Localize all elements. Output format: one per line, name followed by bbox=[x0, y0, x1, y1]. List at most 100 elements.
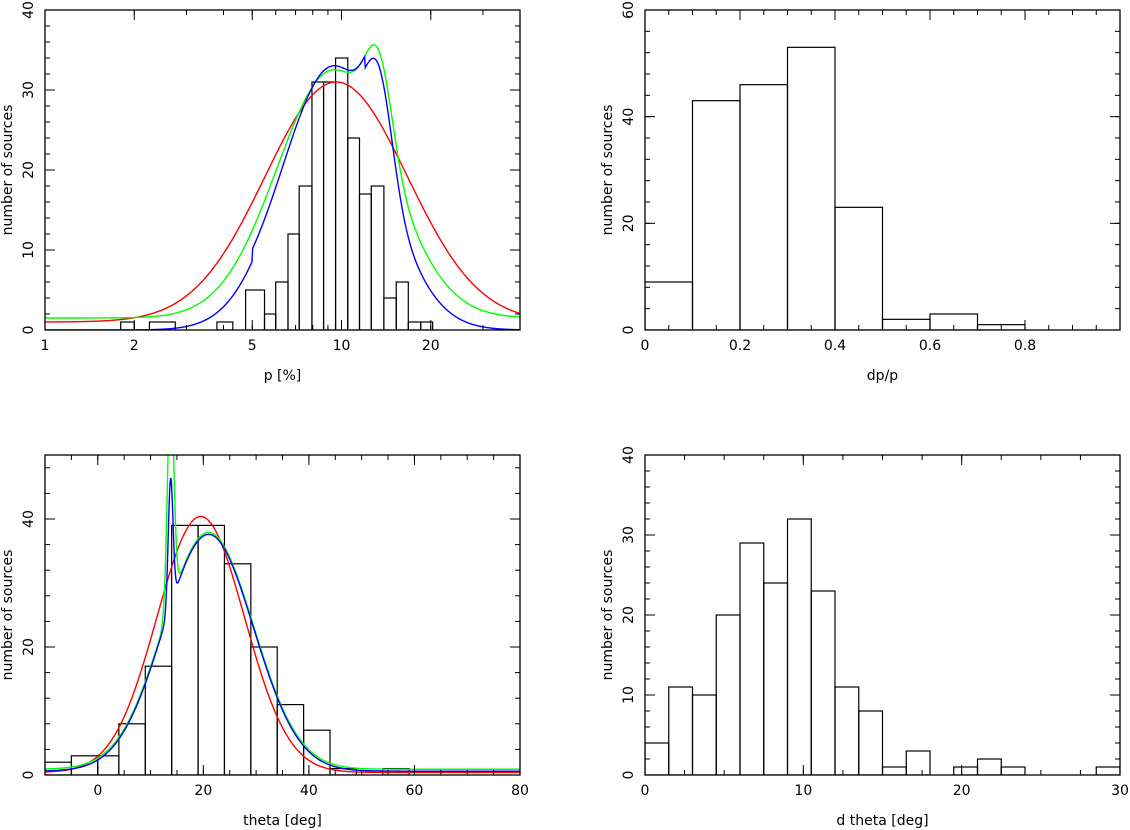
y-axis-label: number of sources bbox=[0, 550, 16, 681]
histogram-bar bbox=[370, 185, 385, 330]
histogram-bar bbox=[420, 321, 434, 330]
histogram-bar bbox=[395, 281, 409, 330]
histogram-bar bbox=[263, 313, 277, 330]
fit-curve bbox=[45, 54, 520, 330]
y-tick-label: 40 bbox=[621, 108, 637, 126]
histogram-bins bbox=[120, 57, 434, 330]
y-tick-label: 30 bbox=[621, 526, 637, 544]
x-tick-label: 2 bbox=[130, 338, 139, 354]
fit-curve bbox=[45, 44, 520, 319]
histogram-bar bbox=[1000, 766, 1026, 775]
y-tick-label: 10 bbox=[621, 686, 637, 704]
histogram-bins bbox=[645, 518, 1120, 775]
histogram-bar bbox=[148, 321, 176, 330]
x-tick-label: 40 bbox=[300, 783, 318, 799]
histogram-bar bbox=[739, 84, 789, 330]
histogram-bar bbox=[407, 321, 422, 330]
histogram-bar bbox=[197, 524, 226, 775]
x-tick-label: 10 bbox=[794, 783, 812, 799]
x-tick-label: 20 bbox=[422, 338, 440, 354]
histogram-bar bbox=[334, 57, 349, 330]
axis-ticks bbox=[44, 9, 521, 331]
histogram-bar bbox=[691, 694, 717, 775]
x-tick-label: 10 bbox=[333, 338, 351, 354]
histogram-bar bbox=[881, 766, 907, 775]
y-tick-label: 40 bbox=[21, 1, 37, 19]
histogram-bar bbox=[1095, 766, 1120, 775]
histogram-bins bbox=[645, 46, 1026, 330]
y-tick-label: 0 bbox=[621, 771, 637, 780]
histogram-bar bbox=[810, 590, 836, 775]
fit-curve bbox=[45, 455, 520, 770]
y-tick-label: 0 bbox=[21, 771, 37, 780]
histogram-bar bbox=[120, 321, 135, 330]
x-tick-label: 0.6 bbox=[919, 338, 941, 354]
histogram-bar bbox=[953, 766, 979, 775]
x-tick-label: 0.4 bbox=[824, 338, 846, 354]
y-tick-label: 60 bbox=[621, 1, 637, 19]
histogram-bar bbox=[834, 206, 884, 330]
x-tick-label: 20 bbox=[194, 783, 212, 799]
y-tick-label: 30 bbox=[21, 81, 37, 99]
fit-curve bbox=[45, 515, 520, 774]
histogram-bar bbox=[303, 729, 331, 775]
histogram-bar bbox=[691, 100, 741, 330]
y-tick-label: 0 bbox=[621, 326, 637, 335]
y-axis-label: number of sources bbox=[600, 550, 616, 681]
histogram-bar bbox=[668, 686, 694, 775]
x-axis-label: d theta [deg] bbox=[836, 813, 928, 829]
histogram-bar bbox=[763, 582, 789, 775]
x-tick-label: 0.2 bbox=[729, 338, 751, 354]
histogram-bar bbox=[250, 646, 278, 775]
y-tick-label: 40 bbox=[621, 446, 637, 464]
x-tick-label: 60 bbox=[406, 783, 424, 799]
histogram-bar bbox=[739, 542, 765, 775]
y-tick-label: 40 bbox=[21, 510, 37, 528]
histogram-bar bbox=[287, 233, 300, 330]
axis-ticks bbox=[644, 9, 1121, 331]
histogram-bar bbox=[216, 321, 234, 330]
x-axis-label: dp/p bbox=[867, 368, 898, 384]
histogram-bar bbox=[786, 46, 836, 330]
y-tick-label: 20 bbox=[21, 161, 37, 179]
x-tick-label: 30 bbox=[1111, 783, 1129, 799]
fit-curves bbox=[45, 455, 520, 774]
histogram-bar bbox=[245, 289, 266, 330]
y-axis-label: number of sources bbox=[600, 105, 616, 236]
histogram-bar bbox=[358, 193, 372, 330]
chart-theta: 0 20 40 60 80 0 20 40 theta [deg] number of sourc… bbox=[0, 454, 529, 829]
x-tick-label: 1 bbox=[41, 338, 50, 354]
x-axis-label: p [%] bbox=[264, 368, 302, 384]
histogram-bar bbox=[858, 710, 884, 775]
chart-dtheta: 0 10 20 30 0 10 20 30 40 d theta [deg] number of s… bbox=[600, 446, 1129, 829]
x-tick-label: 0 bbox=[641, 783, 650, 799]
histogram-bar bbox=[311, 81, 325, 330]
y-tick-label: 10 bbox=[21, 241, 37, 259]
histogram-bar bbox=[275, 281, 289, 330]
y-axis-label: number of sources bbox=[0, 105, 16, 236]
x-tick-label: 0 bbox=[641, 338, 650, 354]
histogram-bins bbox=[45, 524, 410, 775]
x-tick-label: 0.8 bbox=[1014, 338, 1036, 354]
histogram-bar bbox=[383, 297, 397, 330]
histogram-bar bbox=[645, 281, 694, 330]
x-tick-label: 80 bbox=[511, 783, 529, 799]
histogram-bar bbox=[298, 185, 313, 330]
y-tick-label: 20 bbox=[21, 638, 37, 656]
chart-p: 1 2 5 10 20 0 10 20 30 40 p [%] number of sources bbox=[0, 1, 521, 384]
fit-curve bbox=[45, 81, 520, 323]
histogram-bar bbox=[715, 614, 741, 775]
fit-curves bbox=[45, 44, 520, 330]
chart-dp: 0 0.2 0.4 0.6 0.8 0 20 40 60 dp/p number of source… bbox=[600, 1, 1121, 384]
axis-ticks bbox=[44, 455, 521, 776]
y-tick-label: 20 bbox=[621, 606, 637, 624]
axis-ticks bbox=[644, 454, 1121, 776]
histogram-bar bbox=[144, 665, 173, 775]
y-tick-label: 0 bbox=[21, 326, 37, 335]
histogram-bar bbox=[976, 758, 1002, 775]
histogram-bar bbox=[786, 518, 812, 775]
x-tick-label: 5 bbox=[248, 338, 257, 354]
histogram-bar bbox=[322, 81, 337, 330]
histogram-bar bbox=[834, 686, 860, 775]
x-tick-label: 0 bbox=[93, 783, 102, 799]
